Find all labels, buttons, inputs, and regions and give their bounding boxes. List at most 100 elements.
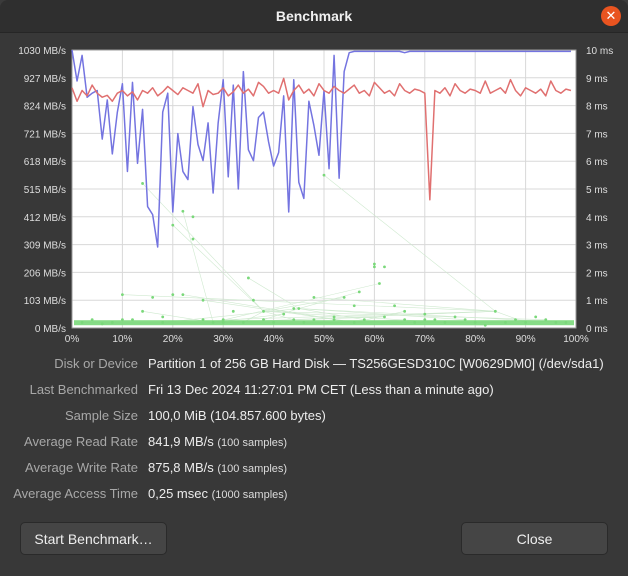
- y-tick-label-right: 1 ms: [586, 296, 608, 307]
- access-time-point: [141, 309, 144, 313]
- access-time-point: [201, 298, 205, 302]
- access-time-point: [524, 321, 527, 324]
- y-tick-label-left: 309 MB/s: [24, 241, 66, 252]
- access-time-point: [292, 318, 296, 322]
- info-note: (100 samples): [217, 463, 288, 475]
- info-value: 875,8 MB/s (100 samples): [148, 460, 288, 475]
- window-title: Benchmark: [275, 8, 353, 24]
- access-time-point: [357, 290, 361, 294]
- plot-border: [71, 49, 577, 329]
- access-time-point: [473, 321, 477, 324]
- access-time-point: [171, 293, 175, 297]
- access-time-point: [453, 315, 457, 319]
- access-time-point: [423, 312, 427, 316]
- access-time-point: [393, 304, 396, 308]
- access-time-point: [100, 322, 104, 326]
- access-time-point: [312, 318, 316, 322]
- info-value: Fri 13 Dec 2024 11:27:01 PM CET (Less th…: [148, 382, 494, 397]
- access-time-point: [292, 307, 296, 310]
- access-time-point: [221, 321, 225, 324]
- x-tick-label: 10%: [112, 334, 132, 345]
- access-seek-line: [213, 283, 380, 323]
- access-time-point: [332, 318, 336, 322]
- access-time-point: [252, 298, 255, 302]
- y-tick-label-left: 618 MB/s: [24, 157, 66, 168]
- access-time-point: [322, 173, 326, 177]
- info-row-disk: Disk or Device Partition 1 of 256 GB Har…: [0, 356, 628, 376]
- access-time-point: [262, 318, 265, 322]
- read-rate-line: [71, 49, 571, 248]
- access-seek-line: [172, 224, 264, 312]
- access-seek-line: [122, 294, 496, 312]
- access-time-point: [221, 318, 225, 322]
- access-seek-line: [298, 308, 466, 320]
- access-seek-line: [142, 183, 264, 312]
- access-time-point: [383, 315, 386, 319]
- access-time-band: [74, 320, 574, 326]
- y-tick-label-right: 2 ms: [586, 268, 608, 279]
- access-time-point: [247, 276, 250, 280]
- access-time-point: [378, 282, 381, 285]
- access-time-point: [312, 296, 316, 299]
- y-tick-label-left: 0 MB/s: [35, 324, 66, 335]
- info-label: Average Read Rate: [24, 434, 138, 449]
- y-tick-label-left: 206 MB/s: [24, 268, 66, 279]
- access-seek-line: [298, 291, 360, 309]
- y-tick-label-right: 3 ms: [586, 241, 608, 252]
- y-tick-label-left: 515 MB/s: [24, 185, 66, 196]
- info-note: (100 samples): [217, 437, 288, 449]
- access-seek-line: [182, 211, 214, 323]
- access-time-point: [544, 318, 548, 322]
- access-time-point: [80, 321, 84, 324]
- access-seek-line: [298, 308, 566, 323]
- y-tick-label-right: 8 ms: [586, 102, 608, 113]
- close-icon[interactable]: ✕: [601, 6, 621, 26]
- access-seek-line: [248, 277, 299, 309]
- access-time-point: [362, 318, 366, 322]
- access-time-point: [514, 318, 517, 322]
- access-time-point: [211, 321, 215, 324]
- info-value: 0,25 msec (1000 samples): [148, 486, 288, 501]
- access-time-point: [110, 321, 114, 324]
- access-seek-line: [313, 297, 496, 312]
- y-tick-label-left: 721 MB/s: [24, 129, 66, 140]
- benchmark-chart: 0 MB/s 0 ms 103 MB/s 1 ms 206 MB/s 2 ms 309 MB…: [0, 36, 628, 346]
- y-tick-label-right: 4 ms: [586, 213, 608, 224]
- access-seek-line: [263, 311, 294, 320]
- access-time-point: [191, 237, 195, 241]
- access-time-point: [297, 307, 301, 310]
- info-value: Partition 1 of 256 GB Hard Disk — TS256G…: [148, 356, 604, 371]
- info-label: Disk or Device: [54, 356, 138, 371]
- info-row-read-rate: Average Read Rate 841,9 MB/s (100 sample…: [0, 434, 628, 454]
- start-benchmark-button[interactable]: Start Benchmark…: [20, 522, 167, 555]
- access-time-point: [403, 318, 407, 322]
- y-tick-label-left: 927 MB/s: [24, 74, 66, 85]
- access-time-point: [181, 209, 185, 213]
- x-tick-label: 50%: [314, 334, 334, 345]
- access-time-point: [554, 321, 558, 324]
- access-time-point: [141, 182, 144, 185]
- y-tick-label-left: 824 MB/s: [24, 102, 66, 113]
- x-tick-label: 0%: [65, 334, 80, 345]
- access-time-point: [504, 321, 507, 324]
- close-button[interactable]: Close: [461, 522, 608, 555]
- y-tick-label-right: 5 ms: [586, 185, 608, 196]
- access-time-point: [151, 296, 155, 299]
- access-seek-line: [323, 174, 496, 312]
- access-time-point: [161, 315, 165, 319]
- access-time-point: [90, 318, 94, 322]
- access-time-point: [564, 321, 568, 324]
- access-time-point: [433, 318, 437, 322]
- access-time-point: [332, 315, 336, 319]
- info-note: (1000 samples): [211, 489, 288, 501]
- info-label: Sample Size: [65, 408, 138, 423]
- access-time-point: [352, 304, 356, 308]
- info-row-access-time: Average Access Time 0,25 msec (1000 samp…: [0, 486, 628, 506]
- access-time-point: [171, 223, 175, 227]
- y-tick-label-left: 103 MB/s: [24, 296, 66, 307]
- access-time-point: [131, 318, 134, 322]
- access-time-point: [352, 321, 356, 324]
- access-time-point: [262, 309, 265, 313]
- y-tick-label-right: 0 ms: [586, 324, 608, 335]
